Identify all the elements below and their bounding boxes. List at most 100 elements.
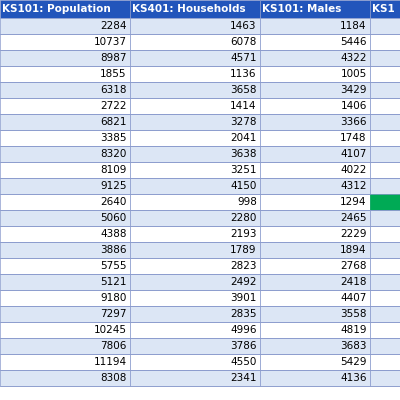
Bar (0, 226, 130, 242)
Text: 1894: 1894 (340, 245, 367, 255)
Text: 5121: 5121 (100, 277, 127, 287)
Text: 4407: 4407 (340, 293, 367, 303)
Text: 3901: 3901 (230, 293, 257, 303)
Text: 1463: 1463 (230, 21, 257, 31)
Text: 8320: 8320 (100, 149, 127, 159)
Text: 3658: 3658 (230, 85, 257, 95)
Bar (0, 178, 130, 194)
Bar (370, 50, 400, 66)
Bar (130, 162, 260, 178)
Bar (0, 210, 130, 226)
Bar (0, 130, 130, 146)
Text: KS1: KS1 (372, 4, 395, 14)
Bar (130, 306, 260, 322)
Bar (260, 242, 370, 258)
Bar (370, 162, 400, 178)
Text: 1748: 1748 (340, 133, 367, 143)
Text: 4388: 4388 (100, 229, 127, 239)
Text: 10737: 10737 (94, 37, 127, 47)
Text: 8987: 8987 (100, 53, 127, 63)
Bar (260, 18, 370, 34)
Text: 4322: 4322 (340, 53, 367, 63)
Text: 3886: 3886 (100, 245, 127, 255)
Text: 4150: 4150 (230, 181, 257, 191)
Text: 2835: 2835 (230, 309, 257, 319)
Bar (370, 210, 400, 226)
Bar (260, 370, 370, 386)
Text: 2280: 2280 (230, 213, 257, 223)
Text: 8308: 8308 (100, 373, 127, 383)
Bar (260, 274, 370, 290)
Text: 10245: 10245 (94, 325, 127, 335)
Text: 3385: 3385 (100, 133, 127, 143)
Bar (130, 274, 260, 290)
Bar (260, 114, 370, 130)
Bar (260, 210, 370, 226)
Text: 4996: 4996 (230, 325, 257, 335)
Bar (130, 82, 260, 98)
Text: 5755: 5755 (100, 261, 127, 271)
Bar (370, 226, 400, 242)
Bar (0, 82, 130, 98)
Bar (0, 274, 130, 290)
Text: 3278: 3278 (230, 117, 257, 127)
Text: 1136: 1136 (230, 69, 257, 79)
Bar (260, 98, 370, 114)
Bar (370, 338, 400, 354)
Bar (370, 130, 400, 146)
Text: 2492: 2492 (230, 277, 257, 287)
Text: 4107: 4107 (340, 149, 367, 159)
Text: 6078: 6078 (230, 37, 257, 47)
Bar (260, 66, 370, 82)
Bar (370, 178, 400, 194)
Text: 6821: 6821 (100, 117, 127, 127)
Text: 5446: 5446 (340, 37, 367, 47)
Text: 3786: 3786 (230, 341, 257, 351)
Bar (0, 98, 130, 114)
Bar (130, 114, 260, 130)
Text: 1789: 1789 (230, 245, 257, 255)
Bar (370, 354, 400, 370)
Text: 3429: 3429 (340, 85, 367, 95)
Text: 2465: 2465 (340, 213, 367, 223)
Text: 2341: 2341 (230, 373, 257, 383)
Text: 3638: 3638 (230, 149, 257, 159)
Bar (0, 162, 130, 178)
Text: 2418: 2418 (340, 277, 367, 287)
Text: 5060: 5060 (100, 213, 127, 223)
Bar (0, 34, 130, 50)
Bar (260, 322, 370, 338)
Bar (130, 66, 260, 82)
Bar (130, 258, 260, 274)
Bar (130, 370, 260, 386)
Text: 11194: 11194 (94, 357, 127, 367)
Text: 7297: 7297 (100, 309, 127, 319)
Bar (260, 354, 370, 370)
Bar (260, 306, 370, 322)
Bar (260, 338, 370, 354)
Text: 4312: 4312 (340, 181, 367, 191)
Bar (130, 50, 260, 66)
Bar (370, 34, 400, 50)
Text: 1406: 1406 (340, 101, 367, 111)
Text: 1855: 1855 (100, 69, 127, 79)
Bar (370, 114, 400, 130)
Bar (130, 194, 260, 210)
Text: 4550: 4550 (230, 357, 257, 367)
Bar (260, 226, 370, 242)
Text: 5429: 5429 (340, 357, 367, 367)
Bar (260, 290, 370, 306)
Bar (0, 242, 130, 258)
Text: 998: 998 (237, 197, 257, 207)
Bar (370, 242, 400, 258)
Bar (370, 322, 400, 338)
Text: 2722: 2722 (100, 101, 127, 111)
Bar (0, 194, 130, 210)
Text: 2193: 2193 (230, 229, 257, 239)
Bar (130, 354, 260, 370)
Bar (260, 34, 370, 50)
Bar (260, 194, 370, 210)
Text: 3683: 3683 (340, 341, 367, 351)
Text: 4819: 4819 (340, 325, 367, 335)
Bar (0, 370, 130, 386)
